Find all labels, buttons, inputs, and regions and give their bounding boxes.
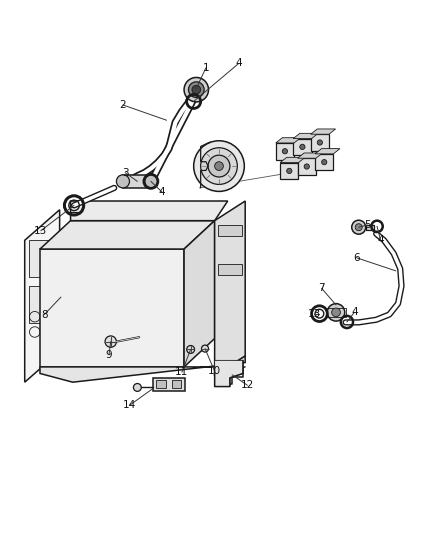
Circle shape <box>287 168 292 174</box>
Text: 4: 4 <box>377 235 384 245</box>
Polygon shape <box>71 201 228 221</box>
Polygon shape <box>40 249 184 367</box>
Circle shape <box>194 141 244 191</box>
Bar <box>218 264 242 275</box>
Circle shape <box>192 85 201 94</box>
Text: 7: 7 <box>318 284 325 293</box>
Text: 3: 3 <box>122 168 128 177</box>
Text: 4: 4 <box>351 308 358 317</box>
Bar <box>315 154 333 171</box>
Text: 8: 8 <box>41 310 48 319</box>
Bar <box>172 381 181 389</box>
Bar <box>29 240 53 277</box>
Polygon shape <box>215 201 245 376</box>
Circle shape <box>105 336 117 348</box>
Circle shape <box>215 161 223 171</box>
Bar <box>326 308 346 317</box>
Bar <box>276 143 294 159</box>
Bar <box>293 139 311 155</box>
Polygon shape <box>25 210 60 382</box>
Polygon shape <box>280 157 305 163</box>
Text: 14: 14 <box>123 400 136 410</box>
Circle shape <box>355 224 362 231</box>
Bar <box>297 158 316 175</box>
Polygon shape <box>315 149 340 154</box>
Circle shape <box>184 77 208 102</box>
Text: 13: 13 <box>307 309 321 319</box>
Circle shape <box>327 304 345 321</box>
Bar <box>29 286 53 323</box>
Circle shape <box>321 159 327 165</box>
Text: 1: 1 <box>203 63 209 73</box>
Polygon shape <box>40 356 245 382</box>
Text: 5: 5 <box>364 220 371 230</box>
Circle shape <box>317 140 322 145</box>
Bar <box>156 381 166 389</box>
Text: 10: 10 <box>208 366 221 376</box>
Text: 11: 11 <box>175 367 188 377</box>
Polygon shape <box>276 138 300 143</box>
Circle shape <box>117 175 130 188</box>
Text: 6: 6 <box>353 253 360 263</box>
Circle shape <box>145 175 158 188</box>
Text: 9: 9 <box>106 350 112 360</box>
Polygon shape <box>297 153 322 158</box>
Circle shape <box>134 384 141 391</box>
Circle shape <box>201 345 208 352</box>
Polygon shape <box>215 360 243 386</box>
Circle shape <box>187 345 194 353</box>
Polygon shape <box>293 133 318 139</box>
Text: 4: 4 <box>159 187 166 197</box>
Circle shape <box>300 144 305 149</box>
Circle shape <box>352 220 366 234</box>
Bar <box>218 225 242 236</box>
Polygon shape <box>184 221 215 367</box>
Polygon shape <box>311 129 336 134</box>
Circle shape <box>208 155 230 177</box>
Bar <box>366 224 374 230</box>
Bar <box>280 163 298 179</box>
Bar <box>123 175 151 188</box>
Text: 4: 4 <box>235 59 242 68</box>
Circle shape <box>332 308 340 317</box>
Text: 13: 13 <box>34 225 47 236</box>
Polygon shape <box>40 221 215 249</box>
Circle shape <box>283 149 288 154</box>
Circle shape <box>201 148 237 184</box>
Text: 12: 12 <box>241 380 254 390</box>
Circle shape <box>188 82 204 98</box>
Bar <box>311 134 329 151</box>
Text: 2: 2 <box>120 100 126 110</box>
Bar <box>152 378 185 391</box>
Circle shape <box>304 164 309 169</box>
